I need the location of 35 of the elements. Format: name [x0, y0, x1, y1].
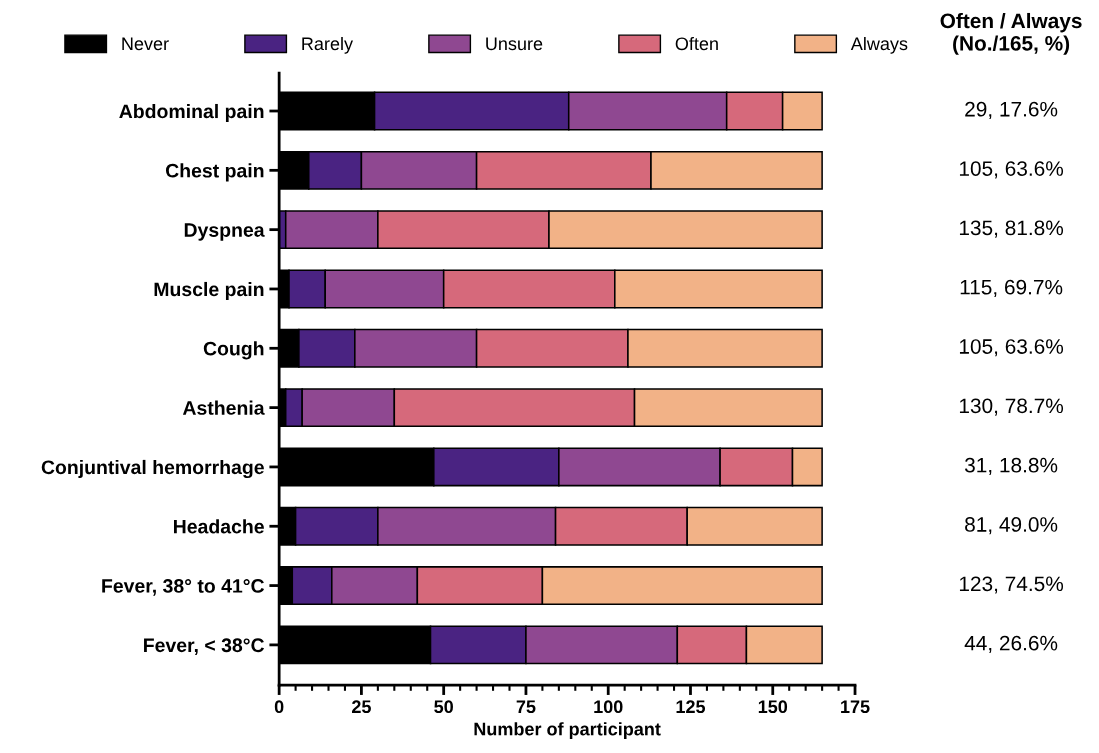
text: 135, 81.8% [959, 220, 1064, 238]
x-tick-label: 150 [758, 700, 788, 714]
x-tick-label: 125 [676, 700, 706, 714]
text: 123, 74.5% [959, 576, 1064, 594]
text: 115, 69.7% [960, 279, 1063, 298]
y-tick-label: Headache [174, 519, 264, 534]
y-tick-label: Dyspnea [184, 223, 265, 241]
text: 105, 63.6% [959, 161, 1064, 179]
y-tick-label: Fever, 38° to 41°C [102, 579, 265, 596]
y-tick-label: Fever, < 38°C [144, 638, 265, 655]
text: 44, 26.6% [964, 635, 1058, 653]
legend-label: Always [850, 36, 908, 54]
legend-label: Unsure [486, 37, 543, 51]
text: 105, 63.6% [959, 339, 1064, 357]
text: Often / Always (No./165, %) [940, 12, 1082, 55]
text: 81, 49.0% [965, 517, 1058, 535]
legend-label: Never [122, 37, 169, 51]
x-tick-label: 0 [274, 700, 284, 714]
x-tick-label: 50 [434, 700, 453, 714]
y-tick-label: Asthenia [182, 400, 265, 415]
x-tick-label: 100 [594, 700, 623, 714]
text: 29, 17.6% [965, 101, 1058, 120]
y-tick-label: Muscle pain [154, 281, 264, 301]
y-tick-label: Abdominal pain [119, 103, 264, 123]
x-tick-label: 75 [516, 700, 536, 714]
legend-label: Rarely [302, 36, 353, 54]
y-tick-label: Chest pain [165, 163, 264, 182]
y-tick-label: Conjuntival hemorrhage [41, 459, 264, 479]
x-tick-label: 175 [841, 700, 870, 714]
text: 31, 18.8% [964, 457, 1058, 475]
x-axis-title: Number of participant [474, 722, 661, 740]
text: 130, 78.7% [959, 398, 1064, 416]
x-tick-label: 25 [352, 700, 371, 714]
legend-label: Often [675, 36, 718, 51]
y-tick-label: Cough [203, 341, 264, 360]
